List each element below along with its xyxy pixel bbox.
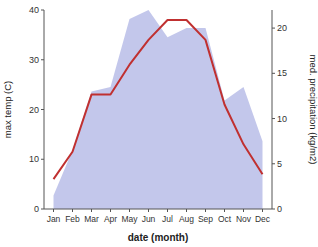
x-tick-label: Feb [65, 214, 80, 224]
x-tick [129, 209, 130, 212]
y2-tick-label: 10 [277, 114, 287, 124]
y2-tick [272, 209, 275, 210]
x-axis-label: date (month) [128, 232, 189, 243]
x-tick-label: Jul [162, 214, 173, 224]
x-tick-label: Jun [142, 214, 156, 224]
x-tick [91, 209, 92, 212]
temperature-line [54, 20, 263, 179]
x-tick-label: Oct [218, 214, 232, 224]
y2-tick-label: 15 [277, 68, 287, 78]
x-tick [205, 209, 206, 212]
y2-tick [272, 163, 275, 164]
x-tick [262, 209, 263, 212]
y2-axis-line [272, 10, 273, 209]
y2-tick-label: 20 [277, 23, 287, 33]
y-tick-label: 20 [29, 105, 39, 115]
x-tick-label: Nov [236, 214, 252, 224]
y-tick-label: 10 [29, 154, 39, 164]
x-tick-label: Dec [255, 214, 271, 224]
y2-axis-label: med. precipitation (kg/m2) [308, 55, 318, 165]
x-tick-label: Aug [179, 214, 194, 224]
y-tick [41, 109, 44, 110]
y2-tick [272, 73, 275, 74]
x-tick [167, 209, 168, 212]
y-tick-label: 40 [29, 5, 39, 15]
y-tick [41, 10, 44, 11]
y-tick-label: 30 [29, 55, 39, 65]
y2-tick-label: 5 [277, 159, 282, 169]
y-tick [41, 209, 44, 210]
y-tick [41, 159, 44, 160]
y2-tick [272, 28, 275, 29]
y2-tick [272, 118, 275, 119]
x-tick-label: May [121, 214, 138, 224]
axes: Jan Feb Mar Apr May Jun Jul Aug Sep Oct NovDec 0 10 2… [29, 5, 287, 224]
x-axis-line [44, 209, 272, 210]
y-tick-label: 0 [34, 204, 39, 214]
x-tick [148, 209, 149, 212]
x-tick [110, 209, 111, 212]
x-tick [186, 209, 187, 212]
x-tick-label: Sep [198, 214, 213, 224]
x-tick-label: Apr [104, 214, 117, 224]
x-tick-label: Mar [84, 214, 99, 224]
y-axis-label: max temp (C) [2, 81, 13, 139]
plot-area [54, 10, 263, 209]
x-tick [243, 209, 244, 212]
chart: Jan Feb Mar Apr May Jun Jul Aug Sep Oct NovDec 0 10 2… [0, 0, 318, 247]
x-tick-label: Jan [47, 214, 61, 224]
x-tick [224, 209, 225, 212]
x-tick [72, 209, 73, 212]
y2-tick-label: 0 [277, 204, 282, 214]
x-tick [53, 209, 54, 212]
precipitation-area [54, 10, 263, 209]
y-tick [41, 59, 44, 60]
